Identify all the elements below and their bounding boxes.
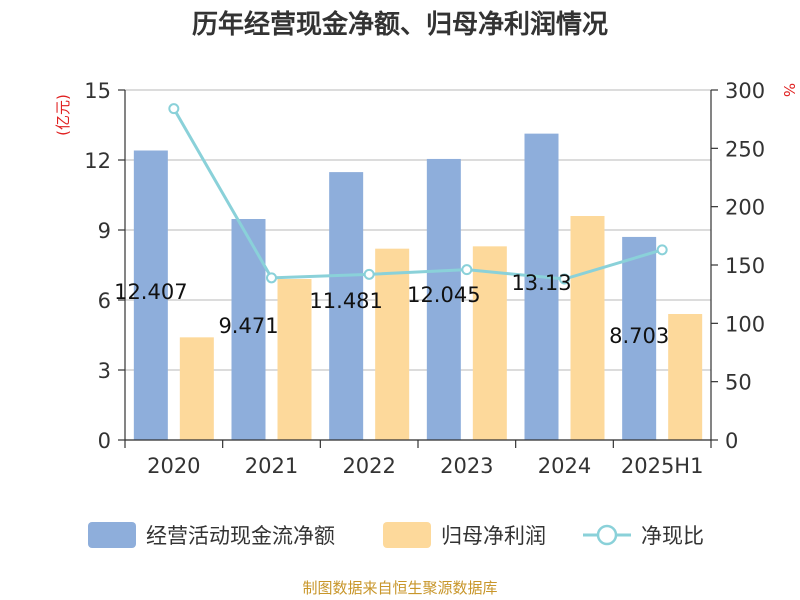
y-right-axis-label: % [780,83,798,97]
bar-net-profit [472,246,507,440]
data-label: 13.13 [511,271,571,295]
x-tick-label: 2025H1 [621,454,704,478]
line-ratio [172,107,663,281]
bar-cashflow [524,133,559,440]
bar-cashflow [426,158,461,440]
legend-label-ratio: 净现比 [641,524,704,548]
legend-swatch-cashflow [88,522,136,548]
line-point [266,272,277,284]
data-label: 9.471 [218,314,278,338]
legend-marker-ratio [596,524,618,546]
legend-label-net-profit: 归母净利润 [441,524,546,548]
y-right-tick-label: 100 [725,312,765,336]
line-point [168,103,180,115]
y-left-tick-label: 12 [84,149,111,173]
x-tick-label: 2022 [342,454,395,478]
bar-cashflow [133,150,168,440]
bar-net-profit [179,337,214,440]
y-left-tick-label: 9 [98,219,111,243]
legend-swatch-net-profit [383,522,431,548]
y-left-axis-label: (亿元) [54,94,72,136]
line-series-group [168,103,668,285]
x-tick-label: 2023 [440,454,493,478]
source-note: 制图数据来自恒生聚源数据库 [302,579,497,597]
bar-net-profit [668,314,703,440]
bar-net-profit [375,248,410,440]
y-left-tick-label: 3 [98,359,111,383]
x-tick-label: 2020 [147,454,200,478]
y-right-tick-label: 0 [725,429,738,453]
y-right-tick-label: 250 [725,137,765,161]
line-point [656,244,668,256]
data-label: 12.407 [114,280,187,304]
bar-cashflow [329,172,364,441]
y-left-tick-label: 6 [98,289,111,313]
data-label: 11.481 [309,289,382,313]
bar-cashflow [622,236,657,440]
chart-title: 历年经营现金净额、归母净利润情况 [192,9,608,40]
data-labels-group: 12.407 9.471 11.481 12.045 13.13 8.703 [114,271,669,348]
y-right-tick-label: 300 [725,79,765,103]
bar-net-profit [570,216,605,440]
x-tick-label: 2021 [245,454,298,478]
data-label: 12.045 [407,283,480,307]
line-point [461,264,473,276]
bars-group [133,133,703,441]
y-right-tick-label: 200 [725,196,765,220]
legend-label-cashflow: 经营活动现金流净额 [146,524,335,548]
y-left-tick-label: 15 [84,79,111,103]
legend: 经营活动现金流净额 归母净利润 净现比 [88,522,704,548]
line-point [363,268,375,280]
y-left-tick-label: 0 [98,429,111,453]
data-label: 8.703 [609,324,669,348]
x-tick-label: 2024 [538,454,591,478]
bar-net-profit [277,279,312,440]
y-right-tick-label: 50 [725,371,752,395]
y-right-tick-label: 150 [725,254,765,278]
line-point [559,273,570,285]
